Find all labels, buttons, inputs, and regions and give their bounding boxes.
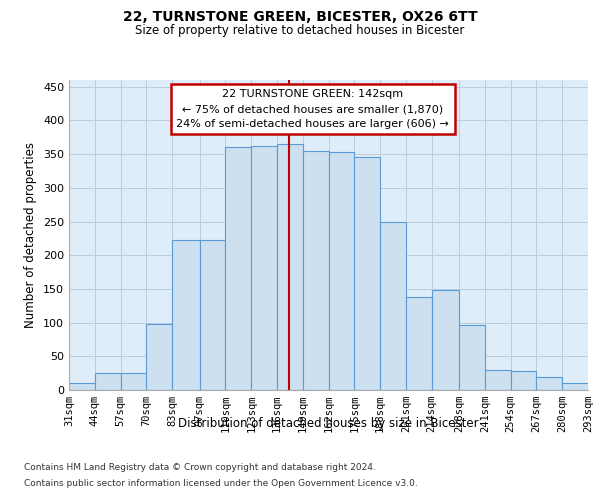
Bar (251, 146, 277, 390)
Text: Contains public sector information licensed under the Open Government Licence v3: Contains public sector information licen… (24, 478, 418, 488)
Bar (380, 222, 406, 390)
Bar (303, 151, 329, 390)
Bar (121, 373, 146, 390)
Y-axis label: Number of detached properties: Number of detached properties (25, 142, 37, 328)
Bar (69, 384, 95, 390)
Bar (172, 240, 200, 390)
Bar (226, 148, 251, 390)
Bar (329, 152, 354, 390)
Text: 22, TURNSTONE GREEN, BICESTER, OX26 6TT: 22, TURNSTONE GREEN, BICESTER, OX26 6TT (122, 10, 478, 24)
Bar (146, 324, 172, 390)
Text: Contains HM Land Registry data © Crown copyright and database right 2024.: Contains HM Land Registry data © Crown c… (24, 464, 376, 472)
Bar (354, 157, 380, 390)
Bar (431, 290, 459, 390)
Text: 22 TURNSTONE GREEN: 142sqm
← 75% of detached houses are smaller (1,870)
24% of s: 22 TURNSTONE GREEN: 142sqm ← 75% of deta… (176, 90, 449, 129)
Bar (95, 373, 121, 390)
Bar (485, 370, 511, 390)
Text: Size of property relative to detached houses in Bicester: Size of property relative to detached ho… (136, 24, 464, 37)
Bar (511, 371, 536, 390)
Text: Distribution of detached houses by size in Bicester: Distribution of detached houses by size … (178, 418, 479, 430)
Bar (200, 240, 226, 390)
Bar (406, 297, 431, 390)
Bar (459, 324, 485, 390)
Bar (277, 144, 303, 390)
Bar (562, 384, 588, 390)
Bar (536, 376, 562, 390)
